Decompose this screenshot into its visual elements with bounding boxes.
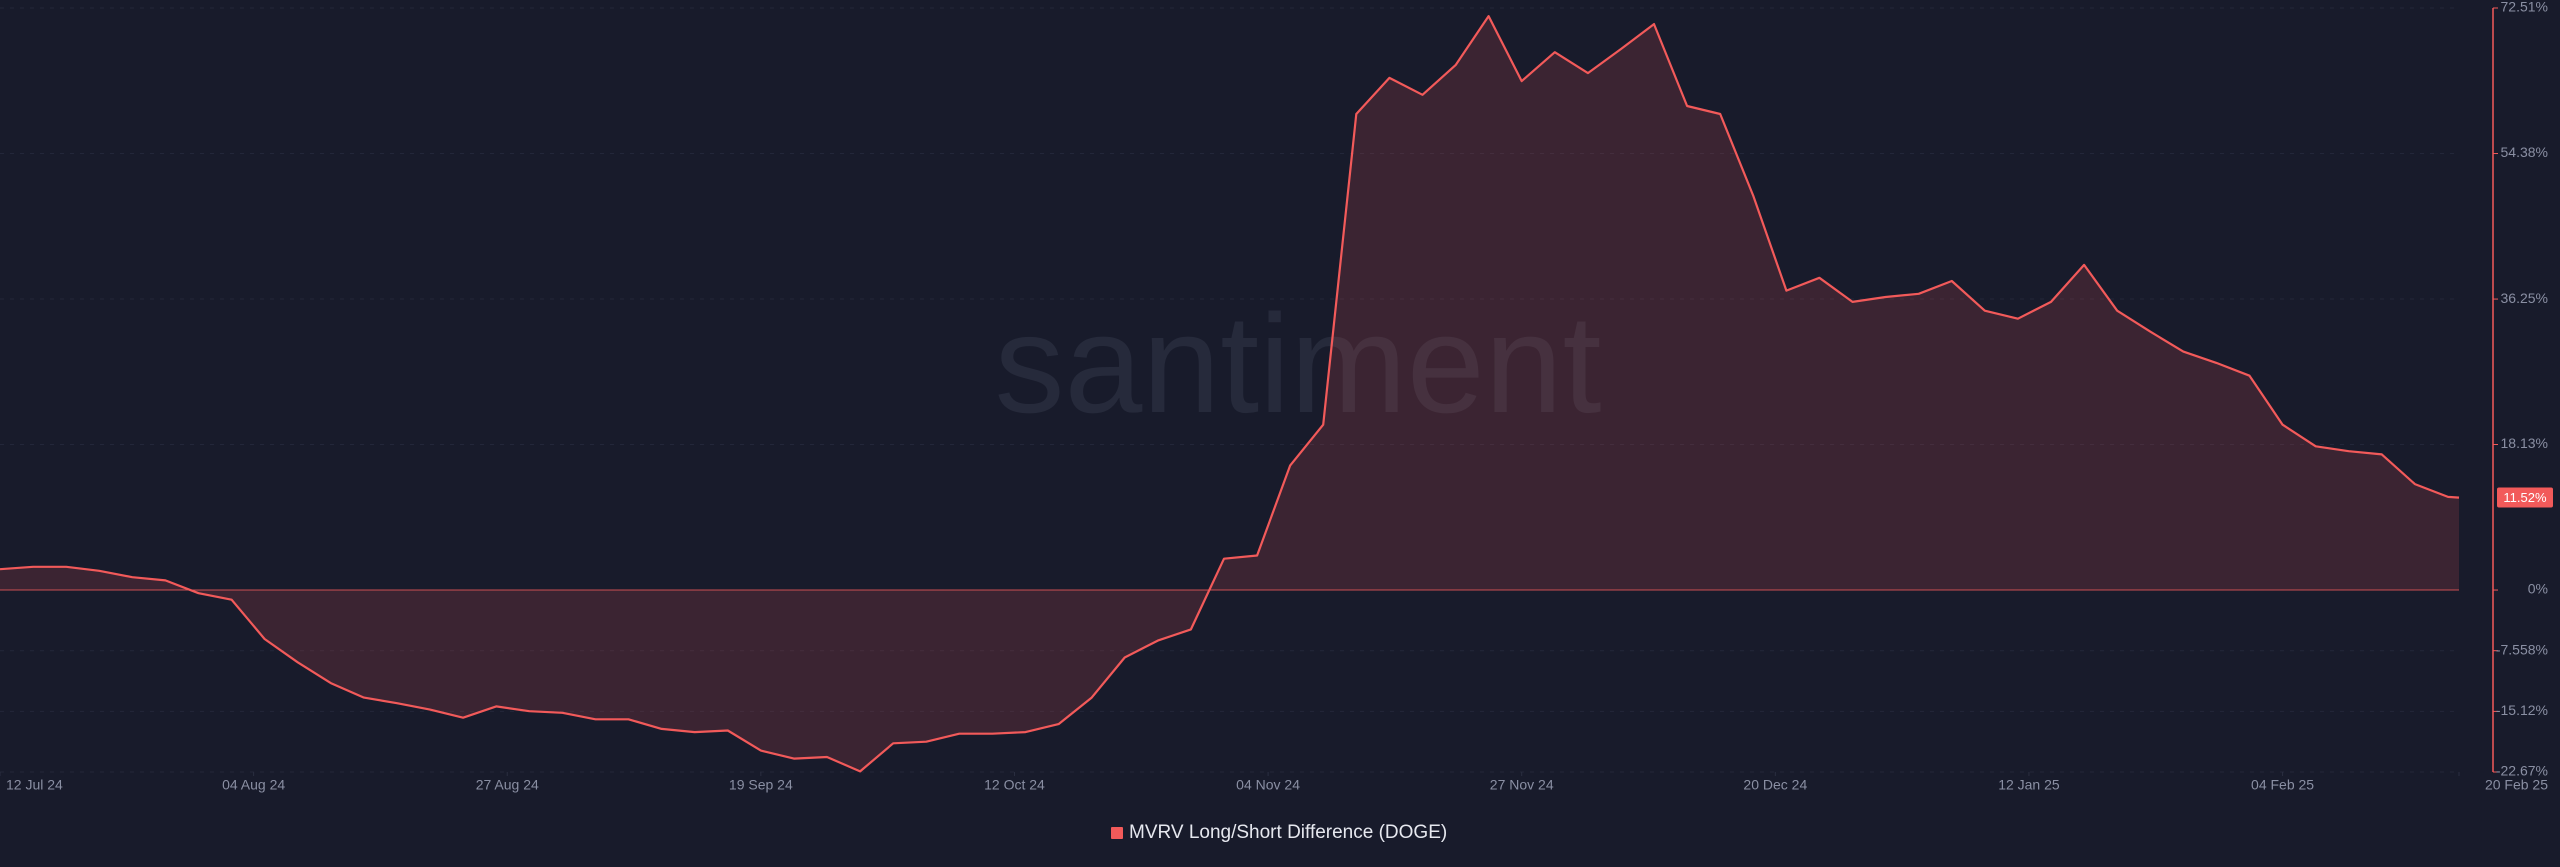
x-tick-label: 12 Jan 25 — [1998, 777, 2060, 793]
x-tick-label: 04 Feb 25 — [2251, 777, 2314, 793]
legend-swatch — [1111, 827, 1123, 839]
legend-label: MVRV Long/Short Difference (DOGE) — [1129, 822, 1447, 843]
y-tick-label: -15.12% — [2496, 702, 2548, 718]
current-value-badge — [2497, 487, 2553, 508]
y-tick-label: 72.51% — [2501, 0, 2548, 15]
x-tick-label: 12 Oct 24 — [984, 777, 1045, 793]
x-tick-label: 20 Feb 25 — [2485, 777, 2548, 793]
x-tick-label: 12 Jul 24 — [6, 777, 63, 793]
y-tick-label: 36.25% — [2501, 290, 2548, 306]
x-tick-label: 19 Sep 24 — [729, 777, 793, 793]
x-tick-label: 20 Dec 24 — [1743, 777, 1807, 793]
x-tick-label: 27 Nov 24 — [1490, 777, 1554, 793]
current-value-label: 11.52% — [2503, 490, 2547, 505]
watermark: santiment — [995, 285, 1602, 442]
x-tick-label: 27 Aug 24 — [476, 777, 539, 793]
area — [0, 16, 2459, 772]
y-tick-label: 18.13% — [2501, 435, 2548, 451]
y-tick-label: 0% — [2528, 581, 2548, 597]
x-tick-label: 04 Nov 24 — [1236, 777, 1300, 793]
y-tick-label: -7.558% — [2496, 641, 2548, 657]
y-tick-label: -22.67% — [2496, 763, 2548, 779]
x-tick-label: 04 Aug 24 — [222, 777, 285, 793]
y-tick-label: 54.38% — [2501, 144, 2548, 160]
line — [0, 15, 2460, 773]
